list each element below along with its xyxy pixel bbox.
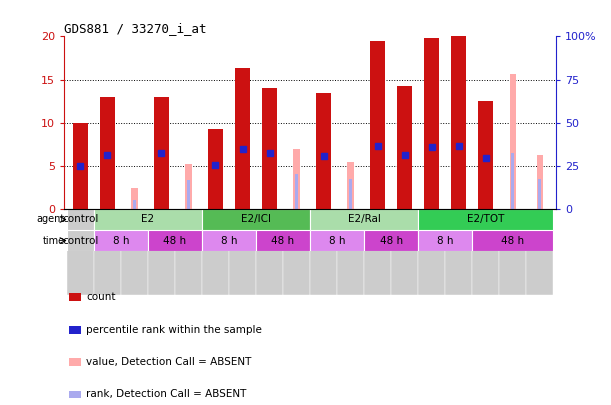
Bar — [202, 209, 229, 295]
Bar — [94, 230, 148, 251]
Bar — [256, 230, 310, 251]
Text: 48 h: 48 h — [379, 236, 403, 245]
Text: E2/ICI: E2/ICI — [241, 215, 271, 224]
Bar — [499, 209, 526, 295]
Bar — [67, 209, 94, 295]
Bar — [69, 293, 81, 301]
Text: 8 h: 8 h — [221, 236, 237, 245]
Bar — [67, 209, 94, 230]
Text: 48 h: 48 h — [501, 236, 524, 245]
Bar — [424, 38, 439, 209]
Bar — [94, 209, 202, 230]
Text: control: control — [62, 215, 98, 224]
Bar — [69, 358, 81, 366]
Bar — [316, 92, 331, 209]
Bar — [67, 230, 94, 251]
Bar — [187, 181, 190, 209]
Bar — [310, 209, 337, 295]
Bar — [148, 209, 175, 295]
Text: value, Detection Call = ABSENT: value, Detection Call = ABSENT — [86, 357, 252, 367]
Bar — [148, 230, 202, 251]
Text: time: time — [43, 236, 65, 245]
Bar — [370, 41, 385, 209]
Text: E2: E2 — [141, 215, 155, 224]
Text: rank, Detection Call = ABSENT: rank, Detection Call = ABSENT — [86, 390, 247, 399]
Bar — [100, 97, 115, 209]
Text: 8 h: 8 h — [437, 236, 453, 245]
Bar — [510, 74, 516, 209]
Bar — [202, 209, 310, 230]
Text: control: control — [62, 236, 98, 245]
Bar — [295, 175, 298, 209]
Bar — [364, 209, 391, 295]
Bar — [310, 230, 364, 251]
Text: E2/TOT: E2/TOT — [467, 215, 505, 224]
Text: 48 h: 48 h — [271, 236, 295, 245]
Bar — [131, 188, 137, 209]
Bar — [472, 209, 499, 295]
Bar — [283, 209, 310, 295]
Bar — [235, 68, 250, 209]
Text: 8 h: 8 h — [329, 236, 345, 245]
Text: agent: agent — [37, 215, 65, 224]
Bar — [229, 209, 256, 295]
Bar — [472, 230, 554, 251]
Bar — [337, 209, 364, 295]
Text: E2/Ral: E2/Ral — [348, 215, 381, 224]
Text: GDS881 / 33270_i_at: GDS881 / 33270_i_at — [64, 22, 207, 35]
Bar — [526, 209, 554, 295]
Bar — [538, 179, 541, 209]
Bar — [262, 88, 277, 209]
Bar — [310, 209, 418, 230]
Bar — [452, 34, 466, 209]
Bar — [478, 101, 493, 209]
Bar — [349, 179, 353, 209]
Bar — [154, 97, 169, 209]
Text: 48 h: 48 h — [163, 236, 186, 245]
Bar — [175, 209, 202, 295]
Text: 8 h: 8 h — [112, 236, 129, 245]
Bar — [418, 209, 445, 295]
Bar — [94, 209, 121, 295]
Bar — [511, 153, 514, 209]
Bar — [348, 162, 354, 209]
Bar — [418, 209, 554, 230]
Bar — [69, 390, 81, 399]
Bar — [208, 129, 223, 209]
Bar — [133, 200, 136, 209]
Bar — [202, 230, 256, 251]
Bar — [445, 209, 472, 295]
Bar — [185, 164, 192, 209]
Bar — [418, 230, 472, 251]
Bar — [364, 230, 418, 251]
Bar — [391, 209, 418, 295]
Bar — [293, 149, 299, 209]
Bar — [256, 209, 283, 295]
Bar — [73, 123, 88, 209]
Bar — [121, 209, 148, 295]
Text: count: count — [86, 292, 116, 302]
Bar — [536, 156, 543, 209]
Bar — [69, 326, 81, 334]
Text: percentile rank within the sample: percentile rank within the sample — [86, 325, 262, 335]
Bar — [397, 87, 412, 209]
